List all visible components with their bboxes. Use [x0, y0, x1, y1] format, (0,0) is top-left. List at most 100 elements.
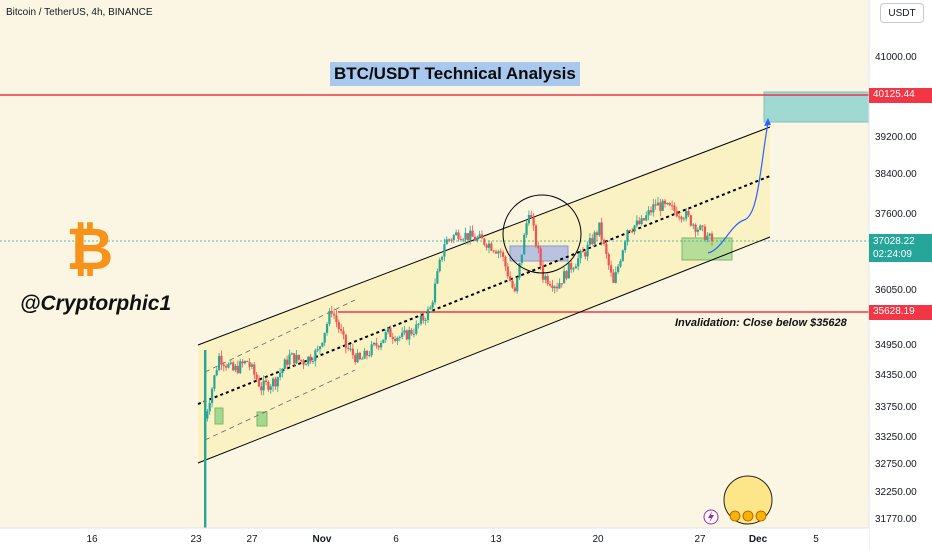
candle-body	[670, 205, 674, 207]
current-price-label: 37028.22	[873, 236, 915, 247]
candle-body	[271, 378, 275, 387]
candle-body	[555, 286, 559, 289]
candle-body	[706, 235, 709, 240]
candle-body	[325, 324, 329, 333]
candle-body	[525, 223, 528, 235]
candle-body	[386, 327, 390, 333]
candle-body	[487, 243, 491, 248]
channel-mid-line	[197, 175, 771, 405]
candle-body	[551, 285, 554, 289]
candle-body	[659, 202, 662, 211]
candle-body	[204, 350, 207, 528]
candle-body	[234, 365, 237, 371]
x-tick-label: 20	[592, 534, 604, 545]
candle-body	[422, 315, 425, 321]
candle-body	[567, 263, 570, 279]
candle-body	[640, 218, 643, 225]
candle-body	[602, 239, 606, 244]
y-tick-label: 32750.00	[875, 459, 917, 470]
candle-body	[595, 232, 599, 236]
candle-body	[703, 226, 707, 240]
candle-body	[302, 360, 305, 365]
candle-body	[473, 236, 477, 241]
candle-body	[377, 345, 380, 348]
currency-button[interactable]: USDT	[880, 3, 924, 23]
candle-body	[260, 386, 263, 391]
candle-body	[621, 250, 624, 261]
candle-body	[577, 258, 580, 267]
candle-body	[459, 238, 462, 240]
candle-body	[539, 248, 542, 266]
support-price-label: 35628.19	[873, 306, 915, 317]
candle-body	[276, 377, 279, 387]
candle-body	[649, 210, 653, 213]
x-tick-label: 13	[490, 534, 502, 545]
candle-body	[614, 272, 617, 283]
candle-body	[678, 216, 681, 218]
candle-body	[297, 354, 300, 360]
candle-body	[309, 356, 312, 362]
candle-body	[520, 254, 523, 263]
highlight-circle	[502, 194, 582, 274]
y-tick-label: 32250.00	[875, 487, 917, 498]
candle-body	[588, 238, 592, 245]
marker-box-2	[256, 411, 268, 427]
candle-body	[593, 232, 596, 244]
candle-body	[443, 244, 446, 257]
candle-body	[631, 231, 634, 233]
subchannel-lower	[204, 369, 356, 441]
candle-body	[255, 374, 258, 380]
candle-body	[340, 329, 343, 331]
y-tick-label: 38400.00	[875, 169, 917, 180]
candle-body	[570, 263, 573, 270]
candle-body	[403, 330, 406, 333]
candle-body	[394, 338, 397, 341]
candle-body	[213, 375, 216, 389]
candle-body	[565, 271, 568, 279]
candle-body	[335, 315, 338, 323]
y-tick-label: 37600.00	[875, 209, 917, 220]
candle-body	[330, 311, 333, 314]
candle-body	[675, 210, 678, 217]
x-tick-label: 16	[86, 534, 98, 545]
candle-body	[652, 204, 655, 213]
lightning-glyph	[708, 511, 714, 523]
candle-body	[685, 211, 688, 219]
candle-body	[217, 355, 221, 371]
candle-body	[598, 222, 601, 236]
candle-body	[220, 355, 223, 365]
candle-body	[448, 239, 451, 241]
candle-body	[391, 336, 394, 339]
candle-body	[687, 211, 690, 216]
candle-body	[307, 356, 310, 365]
candle-body	[311, 361, 315, 363]
symbol-header: Bitcoin / TetherUS, 4h, BINANCE	[6, 7, 153, 18]
y-tick-label: 33250.00	[875, 432, 917, 443]
candle-body	[617, 266, 620, 273]
candle-body	[511, 280, 514, 288]
candle-body	[581, 251, 585, 253]
candle-body	[361, 358, 364, 360]
candle-body	[351, 348, 354, 355]
candle-body	[215, 370, 218, 376]
candle-body	[506, 266, 509, 277]
reaction-faces-icon	[729, 510, 767, 522]
candle-body	[253, 364, 256, 375]
candle-body	[375, 342, 378, 346]
candle-body	[696, 229, 700, 232]
candle-body	[544, 276, 547, 280]
candle-body	[656, 202, 660, 206]
support-label-box	[869, 305, 932, 320]
candle-body	[408, 330, 411, 340]
candle-body	[574, 266, 577, 269]
candle-body	[607, 254, 610, 266]
candle-body	[227, 363, 230, 368]
candle-body	[701, 225, 704, 227]
candle-body	[532, 217, 535, 226]
candle-body	[405, 330, 408, 340]
projection-path	[707, 121, 769, 254]
candle-body	[267, 382, 270, 390]
candle-body	[518, 262, 521, 278]
candle-body	[344, 334, 347, 348]
